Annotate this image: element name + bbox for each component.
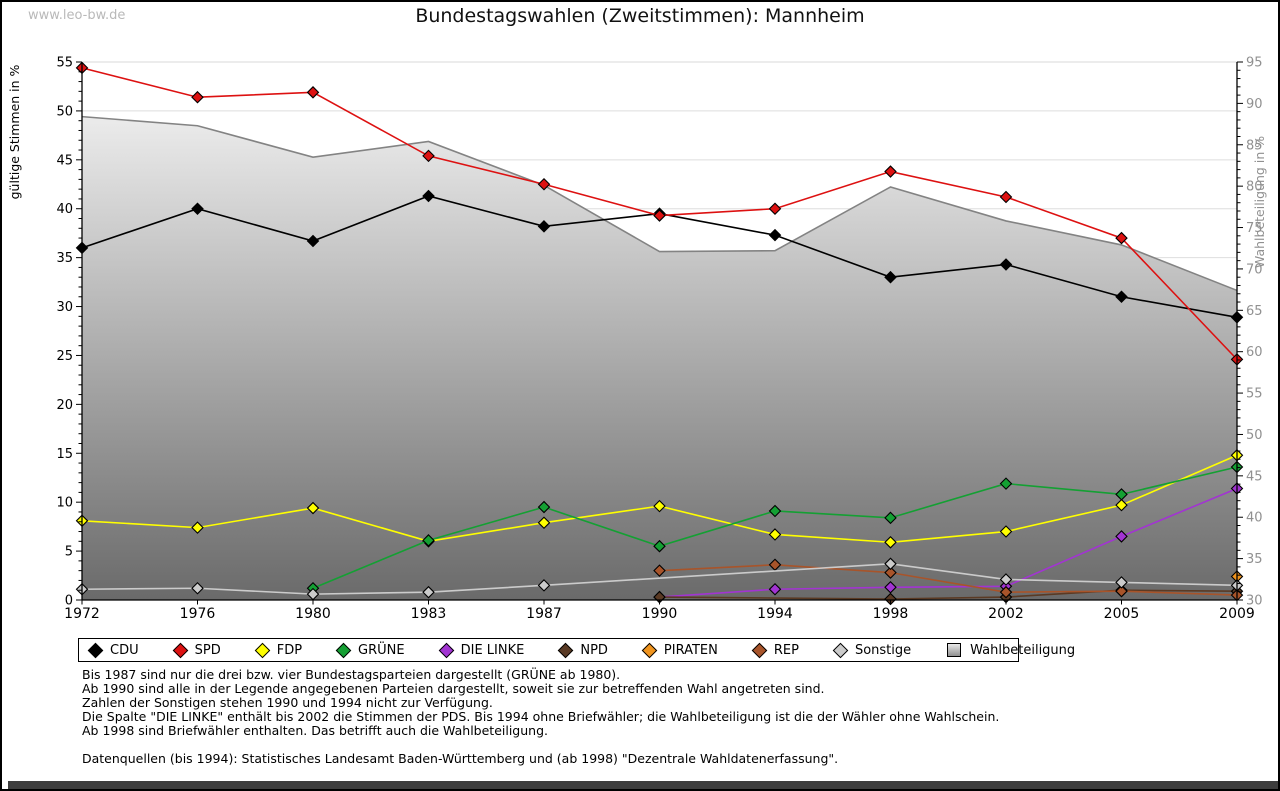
chart-notes: Bis 1987 sind nur die drei bzw. vier Bun… xyxy=(82,668,1202,766)
legend-label: FDP xyxy=(276,642,303,658)
svg-text:50: 50 xyxy=(1246,428,1263,443)
legend-label: CDU xyxy=(110,642,139,658)
diamond-marker xyxy=(438,642,454,658)
diamond-marker xyxy=(335,642,352,658)
svg-text:1987: 1987 xyxy=(526,606,562,622)
note-line: Bis 1987 sind nur die drei bzw. vier Bun… xyxy=(82,667,621,682)
legend-label: PIRATEN xyxy=(663,642,718,658)
legend-label: GRÜNE xyxy=(358,642,405,658)
svg-text:1983: 1983 xyxy=(411,606,447,622)
series-REP xyxy=(659,563,1238,596)
legend-label: Wahlbeteiligung xyxy=(970,642,1076,658)
chart-title: Bundestagswahlen (Zweitstimmen): Mannhei… xyxy=(415,5,865,27)
svg-text:2009: 2009 xyxy=(1219,606,1255,622)
diamond-marker xyxy=(558,642,574,658)
svg-text:95: 95 xyxy=(1246,56,1263,71)
legend-item-spd: SPD xyxy=(172,642,221,658)
legend-item-grüne: GRÜNE xyxy=(335,642,405,658)
svg-text:55: 55 xyxy=(1246,387,1263,402)
svg-text:2002: 2002 xyxy=(988,606,1024,622)
chart-svg: 0 5 10 15 20 25 30 35 40 45 50 55 30 35 40 45 50 55 60 65 70… xyxy=(7,56,1267,623)
svg-text:1980: 1980 xyxy=(295,606,331,622)
svg-text:1972: 1972 xyxy=(64,606,100,622)
svg-text:2005: 2005 xyxy=(1104,606,1140,622)
data-source-line: Datenquellen (bis 1994): Statistisches L… xyxy=(82,751,839,766)
legend-label: SPD xyxy=(194,642,221,658)
svg-text:10: 10 xyxy=(56,496,73,511)
svg-text:1976: 1976 xyxy=(180,606,216,622)
legend-item-wahlbeteiligung: Wahlbeteiligung xyxy=(947,643,1075,658)
legend-item-fdp: FDP xyxy=(254,642,303,658)
svg-text:30: 30 xyxy=(56,300,73,315)
bottom-scrollbar xyxy=(8,781,1278,789)
svg-text:35: 35 xyxy=(1246,552,1263,567)
svg-text:1998: 1998 xyxy=(873,606,909,622)
svg-text:25: 25 xyxy=(56,349,73,364)
note-line: Die Spalte "DIE LINKE" enthält bis 2002 … xyxy=(82,709,1000,724)
svg-text:75: 75 xyxy=(1246,221,1263,236)
watermark: www.leo-bw.de xyxy=(28,8,126,23)
diamond-marker xyxy=(254,642,270,658)
legend-label: NPD xyxy=(580,642,608,658)
svg-text:45: 45 xyxy=(56,153,73,168)
note-line: Zahlen der Sonstigen stehen 1990 und 199… xyxy=(82,695,493,710)
diamond-marker xyxy=(641,642,658,658)
legend-item-sonstige: Sonstige xyxy=(832,642,912,658)
svg-text:15: 15 xyxy=(56,447,73,462)
svg-text:40: 40 xyxy=(1246,511,1263,526)
svg-text:85: 85 xyxy=(1246,138,1263,153)
series-DIE LINKE xyxy=(659,487,1238,598)
svg-text:70: 70 xyxy=(1246,262,1263,277)
svg-text:80: 80 xyxy=(1246,180,1263,195)
diamond-marker xyxy=(172,642,188,658)
turnout-area xyxy=(82,116,1237,601)
legend-item-die-linke: DIE LINKE xyxy=(438,642,525,658)
svg-text:40: 40 xyxy=(56,202,73,217)
diamond-marker xyxy=(751,642,768,658)
legend-item-cdu: CDU xyxy=(87,642,139,658)
legend-label: REP xyxy=(773,642,799,658)
svg-text:55: 55 xyxy=(56,56,73,71)
svg-text:30: 30 xyxy=(1246,594,1263,609)
legend-item-rep: REP xyxy=(751,642,799,658)
svg-text:20: 20 xyxy=(56,398,73,413)
legend-item-npd: NPD xyxy=(558,642,608,658)
svg-text:90: 90 xyxy=(1246,97,1263,112)
svg-text:gültige Stimmen in %: gültige Stimmen in % xyxy=(7,64,22,199)
svg-text:50: 50 xyxy=(56,104,73,119)
legend: CDU SPD FDP GRÜNE DIE LINKE NPD PIRATEN REP Sons… xyxy=(78,638,1075,662)
note-line: Ab 1990 sind alle in der Legende angegeb… xyxy=(82,681,825,696)
legend-item-piraten: PIRATEN xyxy=(641,642,718,658)
svg-text:65: 65 xyxy=(1246,304,1263,319)
diamond-marker xyxy=(87,642,104,658)
svg-text:1990: 1990 xyxy=(642,606,678,622)
svg-text:1994: 1994 xyxy=(757,606,793,622)
turnout-square-marker xyxy=(947,643,962,657)
turnout-line xyxy=(81,115,1238,292)
svg-text:60: 60 xyxy=(1246,345,1263,360)
line-chart: 0 5 10 15 20 25 30 35 40 45 50 55 30 35 40 45 50 55 60 65 70… xyxy=(2,2,1278,627)
diamond-marker xyxy=(832,642,849,658)
svg-text:5: 5 xyxy=(65,545,73,560)
note-line: Ab 1998 sind Briefwähler enthalten. Das … xyxy=(82,723,548,738)
svg-text:45: 45 xyxy=(1246,469,1263,484)
svg-text:Wahlbeteiligung in %: Wahlbeteiligung in % xyxy=(1252,136,1267,268)
svg-text:35: 35 xyxy=(56,251,73,266)
legend-label: DIE LINKE xyxy=(460,642,525,658)
svg-text:0: 0 xyxy=(65,594,73,609)
legend-label: Sonstige xyxy=(854,642,912,658)
